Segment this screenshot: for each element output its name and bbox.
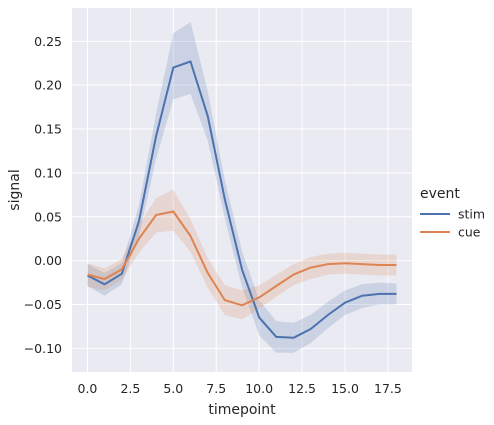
x-tick-label: 12.5 xyxy=(288,381,316,396)
y-tick-label: −0.10 xyxy=(24,341,62,356)
y-axis-label: signal xyxy=(7,169,23,210)
ci-band-cue xyxy=(87,189,397,320)
series-lines xyxy=(87,60,397,339)
y-tick-label: 0.20 xyxy=(34,78,62,93)
x-tick-label: 2.5 xyxy=(120,381,140,396)
x-axis-ticks: 0.0 2.5 5.0 7.5 10.0 12.5 15.0 17.5 xyxy=(78,381,402,396)
legend-title: event xyxy=(420,186,460,202)
y-tick-label: 0.05 xyxy=(34,209,62,224)
y-tick-label: 0.25 xyxy=(34,34,62,49)
x-tick-label: 0.0 xyxy=(78,381,98,396)
x-tick-label: 10.0 xyxy=(245,381,273,396)
y-axis-ticks: −0.10 −0.05 0.00 0.05 0.10 0.15 0.20 0.25 xyxy=(24,34,62,356)
x-tick-label: 5.0 xyxy=(163,381,183,396)
plot-area xyxy=(72,8,412,372)
series-line-cue xyxy=(87,210,397,307)
legend-label-stim: stim xyxy=(458,207,485,222)
y-tick-label: −0.05 xyxy=(24,297,62,312)
y-tick-label: 0.00 xyxy=(34,253,62,268)
x-tick-label: 7.5 xyxy=(206,381,226,396)
x-tick-label: 17.5 xyxy=(374,381,402,396)
y-tick-label: 0.15 xyxy=(34,122,62,137)
x-tick-label: 15.0 xyxy=(331,381,359,396)
y-tick-label: 0.10 xyxy=(34,165,62,180)
x-axis-label: timepoint xyxy=(208,402,276,418)
legend-label-cue: cue xyxy=(458,225,481,240)
legend: event stim cue xyxy=(420,186,485,240)
series-line-stim xyxy=(87,60,397,339)
